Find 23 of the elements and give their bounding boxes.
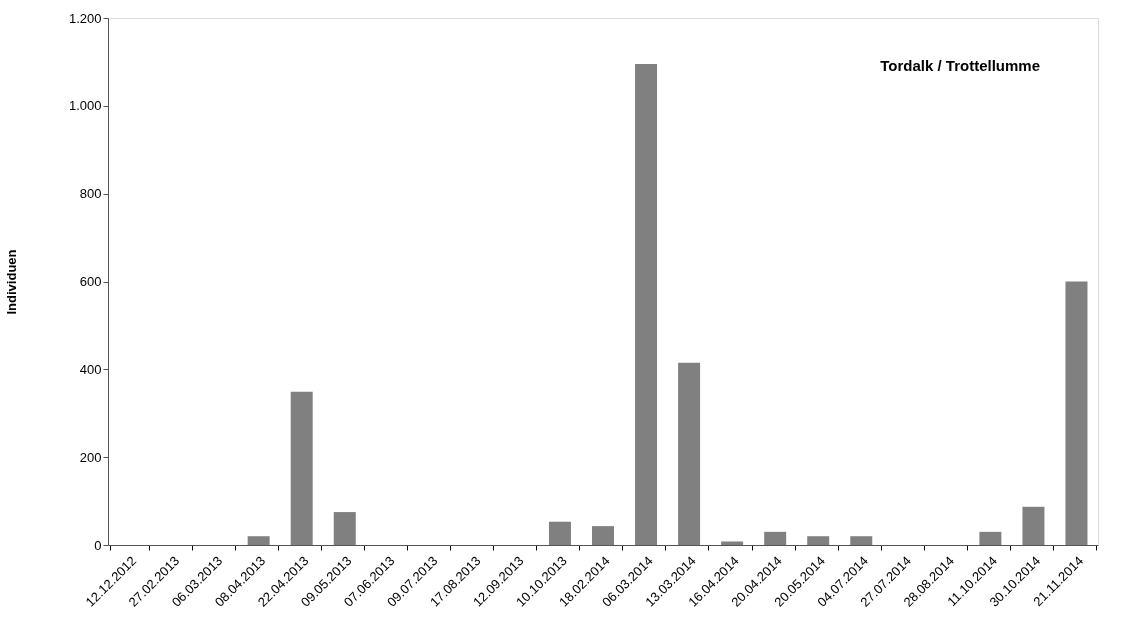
bar (807, 536, 830, 545)
y-tick-label: 800 (79, 186, 102, 202)
bar (290, 391, 313, 545)
bar (1022, 506, 1045, 545)
text: Tordalk / Trottellumme (880, 57, 1040, 74)
bar (678, 362, 701, 545)
bar (764, 531, 787, 545)
y-axis-title: Individuen (3, 249, 19, 315)
y-tick-label: 1.200 (68, 10, 102, 26)
y-tick-label: 400 (79, 361, 102, 377)
y-tick-label: 200 (79, 449, 102, 465)
bar (1065, 281, 1088, 545)
bar (333, 512, 356, 545)
bar (850, 536, 873, 545)
bar (979, 531, 1002, 545)
y-tick-label: 600 (79, 274, 102, 289)
bar (247, 536, 270, 545)
bar (721, 541, 744, 545)
bar (592, 526, 614, 545)
bar (548, 521, 571, 545)
bar (635, 64, 658, 545)
y-tick-label: 0 (94, 537, 102, 553)
y-tick-label: 1.000 (68, 98, 102, 114)
